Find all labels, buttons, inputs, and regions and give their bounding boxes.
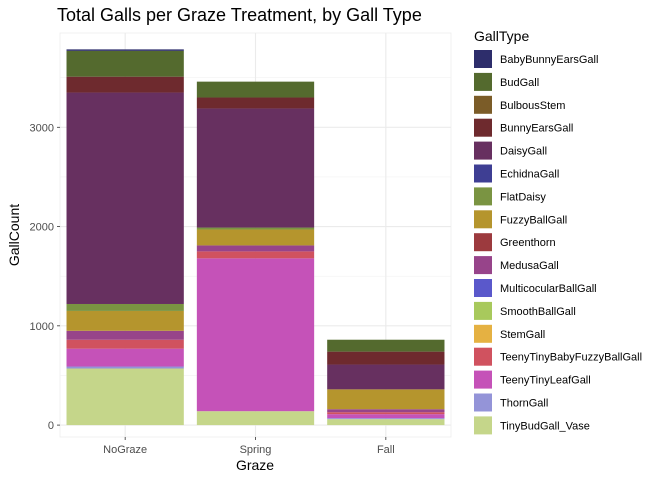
legend-key-BudGall xyxy=(474,72,492,91)
y-tick-label: 3000 xyxy=(30,122,54,134)
bar-segment-Spring-TinyBudGall_Vase xyxy=(196,411,315,426)
legend-key-TinyBudGall_Vase xyxy=(474,416,492,435)
bar-segment-Fall-TinyBudGall_Vase xyxy=(327,419,445,426)
legend-label-BunnyEarsGall: BunnyEarsGall xyxy=(500,123,573,135)
legend: GallType BabyBunnyEarsGall BudGall Bulbous… xyxy=(474,28,642,435)
legend-key-SmoothBallGall xyxy=(474,301,492,320)
bar-segment-Spring-FlatDaisy xyxy=(196,227,315,230)
bar-segment-Fall-TeenyTinyBabyFuzzyBallGall xyxy=(327,412,445,415)
legend-key-DaisyGall xyxy=(474,141,492,160)
bar-segment-NoGraze-TeenyTinyLeafGall xyxy=(66,348,184,367)
legend-label-ThornGall: ThornGall xyxy=(500,398,548,410)
bar-segment-Fall-DaisyGall xyxy=(327,364,445,390)
legend-key-BulbousStem xyxy=(474,95,492,114)
legend-label-MulticocularBallGall: MulticocularBallGall xyxy=(500,283,597,295)
legend-label-MedusaGall: MedusaGall xyxy=(500,260,559,272)
legend-label-FlatDaisy: FlatDaisy xyxy=(500,191,546,203)
y-tick-label: 2000 xyxy=(30,222,54,234)
legend-label-StemGall: StemGall xyxy=(500,329,545,341)
legend-key-Greenthorn xyxy=(474,233,492,252)
bar-segment-NoGraze-DaisyGall xyxy=(66,92,184,304)
legend-key-TeenyTinyLeafGall xyxy=(474,370,492,389)
legend-key-MulticocularBallGall xyxy=(474,279,492,297)
bars xyxy=(66,49,445,426)
legend-label-DaisyGall: DaisyGall xyxy=(500,146,547,158)
bar-segment-Spring-FuzzyBallGall xyxy=(196,229,315,246)
legend-items: BabyBunnyEarsGall BudGall BulbousStem Bunny… xyxy=(474,50,642,435)
bar-segment-Fall-ThornGall xyxy=(327,418,445,420)
bar-segment-Spring-TeenyTinyBabyFuzzyBallGall xyxy=(196,251,315,259)
bar-segment-Fall-TeenyTinyLeafGall xyxy=(327,414,445,419)
legend-label-EchidnaGall: EchidnaGall xyxy=(500,169,559,181)
x-tick-label-Spring: Spring xyxy=(240,444,272,456)
legend-key-StemGall xyxy=(474,324,492,343)
bar-segment-Spring-BudGall xyxy=(196,81,315,98)
bar-segment-NoGraze-MedusaGall xyxy=(66,330,184,340)
bar-segment-NoGraze-BunnyEarsGall xyxy=(66,76,184,93)
bar-segment-NoGraze-TeenyTinyBabyFuzzyBallGall xyxy=(66,339,184,349)
bar-segment-Spring-BunnyEarsGall xyxy=(196,97,315,109)
bar-segment-Fall-FuzzyBallGall xyxy=(327,389,445,410)
x-axis-ticks: NoGraze Spring Fall xyxy=(103,437,395,456)
legend-label-BulbousStem: BulbousStem xyxy=(500,100,565,112)
bar-segment-Spring-MedusaGall xyxy=(196,245,315,252)
legend-key-EchidnaGall xyxy=(474,164,492,183)
y-tick-label: 1000 xyxy=(30,321,54,333)
bar-segment-NoGraze-BabyBunnyEarsGall xyxy=(66,49,184,51)
bar-segment-NoGraze-FuzzyBallGall xyxy=(66,310,184,331)
bar-segment-NoGraze-FlatDaisy xyxy=(66,303,184,311)
y-tick-label: 0 xyxy=(48,420,54,432)
bar-segment-NoGraze-TinyBudGall_Vase xyxy=(66,368,184,426)
legend-label-BudGall: BudGall xyxy=(500,77,539,89)
y-axis-title: GallCount xyxy=(6,204,22,266)
x-tick-label-Fall: Fall xyxy=(377,444,395,456)
legend-key-MedusaGall xyxy=(474,256,492,275)
bar-segment-Spring-TeenyTinyLeafGall xyxy=(196,258,315,412)
legend-key-BabyBunnyEarsGall xyxy=(474,50,492,68)
legend-label-TeenyTinyBabyFuzzyBallGall: TeenyTinyBabyFuzzyBallGall xyxy=(500,352,642,364)
legend-key-FlatDaisy xyxy=(474,187,492,206)
legend-key-ThornGall xyxy=(474,393,492,412)
x-tick-label-NoGraze: NoGraze xyxy=(103,444,147,456)
legend-label-BabyBunnyEarsGall: BabyBunnyEarsGall xyxy=(500,54,598,66)
legend-key-FuzzyBallGall xyxy=(474,210,492,229)
legend-title: GallType xyxy=(474,28,529,44)
bar-segment-Fall-BunnyEarsGall xyxy=(327,351,445,365)
bar-segment-NoGraze-BudGall xyxy=(66,50,184,77)
bar-segment-NoGraze-ThornGall xyxy=(66,366,184,369)
chart-title: Total Galls per Graze Treatment, by Gall… xyxy=(57,5,422,25)
legend-label-TeenyTinyLeafGall: TeenyTinyLeafGall xyxy=(500,375,591,387)
bar-segment-Spring-DaisyGall xyxy=(196,108,315,228)
legend-label-TinyBudGall_Vase: TinyBudGall_Vase xyxy=(500,420,590,432)
bar-segment-Fall-BudGall xyxy=(327,339,445,352)
legend-key-TeenyTinyBabyFuzzyBallGall xyxy=(474,347,492,366)
y-axis-ticks: 0 1000 2000 3000 xyxy=(30,122,60,432)
legend-label-Greenthorn: Greenthorn xyxy=(500,237,556,249)
legend-label-FuzzyBallGall: FuzzyBallGall xyxy=(500,214,567,226)
x-axis-title: Graze xyxy=(236,457,274,473)
legend-label-SmoothBallGall: SmoothBallGall xyxy=(500,306,576,318)
bar-segment-Fall-MedusaGall xyxy=(327,409,445,413)
legend-key-BunnyEarsGall xyxy=(474,118,492,137)
